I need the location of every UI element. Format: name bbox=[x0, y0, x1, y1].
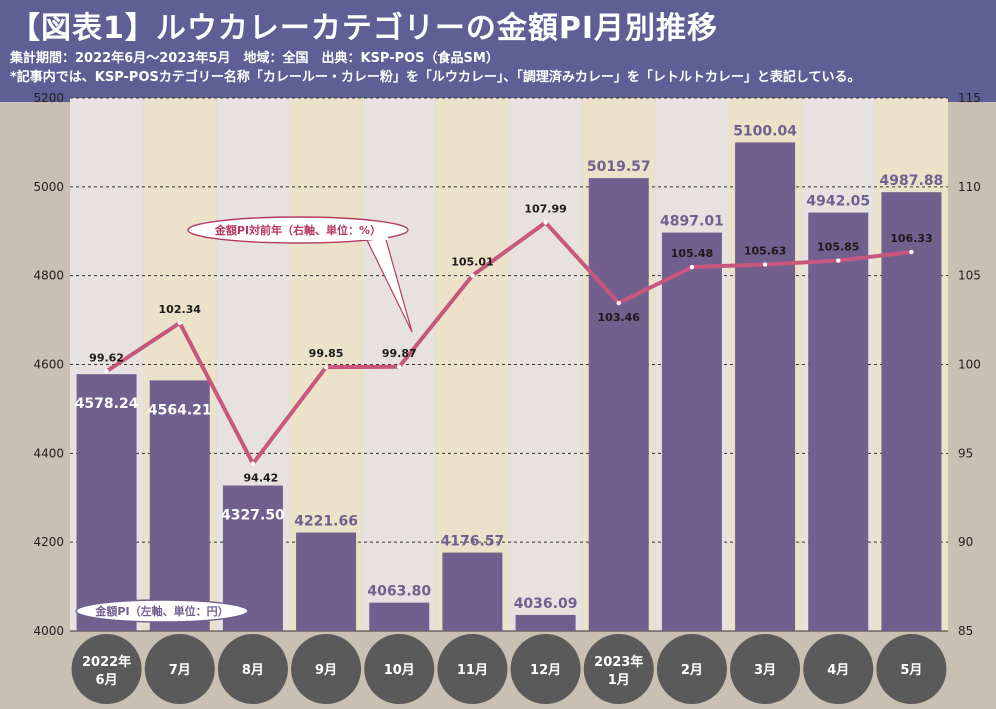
bar bbox=[515, 614, 576, 631]
chart-header: 【図表1】ルウカレーカテゴリーの金額PI月別推移 集計期間：2022年6月～20… bbox=[0, 0, 996, 102]
month-badge bbox=[583, 634, 654, 704]
yoy-point bbox=[689, 264, 695, 270]
bar bbox=[588, 178, 649, 631]
yoy-value-label: 105.01 bbox=[451, 255, 493, 268]
yoy-value-label: 99.85 bbox=[309, 347, 344, 360]
yoy-value-label: 107.99 bbox=[524, 203, 566, 216]
month-label: 10月 bbox=[384, 663, 415, 678]
yoy-value-label: 103.46 bbox=[598, 311, 641, 324]
bar-value-label: 4063.80 bbox=[367, 584, 431, 600]
month-badge bbox=[803, 634, 874, 704]
yoy-value-label: 105.63 bbox=[744, 244, 786, 257]
bar-value-label: 4578.24 bbox=[75, 396, 139, 412]
yoy-line bbox=[105, 220, 912, 466]
yoy-value-label: 102.34 bbox=[159, 303, 202, 316]
month-badge bbox=[144, 634, 215, 704]
line-legend-label: 金額PI対前年（右軸、単位：%） bbox=[214, 223, 381, 237]
yoy-point bbox=[104, 369, 109, 374]
line-callout-join bbox=[362, 234, 388, 240]
month-badge bbox=[291, 634, 362, 704]
month-badge bbox=[71, 634, 142, 704]
yoy-value-label: 106.33 bbox=[890, 232, 932, 245]
yoy-point bbox=[543, 220, 548, 225]
month-label: 1月 bbox=[608, 673, 630, 688]
bar bbox=[76, 374, 137, 631]
yoy-point bbox=[250, 461, 256, 466]
bar-value-label: 4327.50 bbox=[221, 508, 285, 524]
month-badge bbox=[510, 634, 581, 704]
yoy-point bbox=[762, 262, 768, 267]
month-label-year: 2022年 bbox=[82, 654, 131, 670]
month-badge bbox=[437, 634, 508, 704]
bar-value-label: 4176.57 bbox=[441, 534, 505, 550]
month-badge bbox=[217, 634, 288, 704]
right-axis-tick: 100 bbox=[958, 358, 981, 372]
right-axis-tick: 110 bbox=[958, 180, 981, 194]
month-badge bbox=[364, 634, 435, 704]
yoy-value-label: 94.42 bbox=[244, 472, 279, 485]
month-label: 11月 bbox=[457, 663, 488, 678]
bar bbox=[296, 532, 357, 631]
bar-value-label: 4897.01 bbox=[660, 214, 724, 230]
bar-value-label: 5100.04 bbox=[733, 123, 797, 139]
yoy-value-label: 99.87 bbox=[382, 347, 417, 360]
left-axis-tick: 4000 bbox=[33, 624, 64, 638]
yoy-point bbox=[397, 364, 402, 370]
month-label: 6月 bbox=[96, 673, 118, 688]
bar bbox=[808, 212, 869, 631]
bar bbox=[369, 602, 430, 631]
bar-value-label: 4987.88 bbox=[880, 173, 944, 189]
month-label: 7月 bbox=[169, 663, 191, 678]
chart-source-note: 集計期間：2022年6月～2023年5月 地域：全国 出典：KSP-POS（食品… bbox=[10, 51, 499, 66]
month-badge bbox=[656, 634, 727, 704]
bar-value-label: 4221.66 bbox=[294, 514, 358, 530]
left-axis-tick: 5200 bbox=[33, 91, 64, 105]
chart-footnote: *記事内では、KSP-POSカテゴリー名称「カレールー・カレー粉」を「ルウカレー… bbox=[10, 70, 861, 85]
right-axis-tick: 115 bbox=[958, 91, 981, 105]
yoy-point bbox=[836, 258, 841, 263]
left-axis-tick: 4800 bbox=[33, 269, 64, 283]
yoy-point bbox=[616, 300, 621, 306]
yoy-value-label: 105.48 bbox=[671, 247, 713, 260]
right-axis-tick: 90 bbox=[958, 535, 973, 549]
line-callout-bubble bbox=[187, 216, 409, 244]
bar bbox=[661, 232, 722, 631]
yoy-point bbox=[909, 249, 914, 255]
right-axis-tick: 85 bbox=[958, 624, 973, 638]
bar-value-label: 4036.09 bbox=[514, 596, 578, 612]
left-axis-tick: 4400 bbox=[33, 446, 64, 460]
month-badge bbox=[730, 634, 801, 704]
month-label: 4月 bbox=[827, 663, 849, 678]
bar-value-label: 4942.05 bbox=[806, 194, 870, 210]
yoy-point bbox=[177, 320, 182, 326]
chart-title: 【図表1】ルウカレーカテゴリーの金額PI月別推移 bbox=[10, 11, 719, 46]
yoy-value-label: 105.85 bbox=[817, 241, 859, 254]
month-badge bbox=[876, 634, 947, 704]
bar bbox=[881, 192, 942, 632]
month-label-year: 2023年 bbox=[594, 654, 643, 670]
month-label: 12月 bbox=[530, 663, 561, 678]
bar-value-label: 4564.21 bbox=[148, 402, 212, 418]
bar-legend-label: 金額PI（左軸、単位：円） bbox=[94, 604, 228, 618]
yoy-point bbox=[323, 364, 329, 370]
left-axis-tick: 4200 bbox=[33, 535, 64, 549]
month-label: 8月 bbox=[242, 663, 264, 678]
left-axis-tick: 5000 bbox=[33, 180, 64, 194]
month-label: 2月 bbox=[681, 663, 703, 678]
month-label: 3月 bbox=[754, 663, 776, 678]
right-axis-tick: 95 bbox=[958, 446, 973, 460]
yoy-point bbox=[470, 273, 475, 278]
bar-legend-bubble bbox=[75, 599, 249, 623]
bar-value-label: 5019.57 bbox=[587, 159, 651, 175]
yoy-value-label: 99.62 bbox=[89, 351, 124, 364]
right-axis-tick: 105 bbox=[958, 269, 981, 283]
bar bbox=[149, 380, 210, 631]
left-axis-tick: 4600 bbox=[33, 358, 64, 372]
month-label: 9月 bbox=[315, 663, 337, 678]
month-label: 5月 bbox=[900, 663, 922, 678]
bar bbox=[442, 552, 503, 631]
bar bbox=[735, 142, 796, 631]
